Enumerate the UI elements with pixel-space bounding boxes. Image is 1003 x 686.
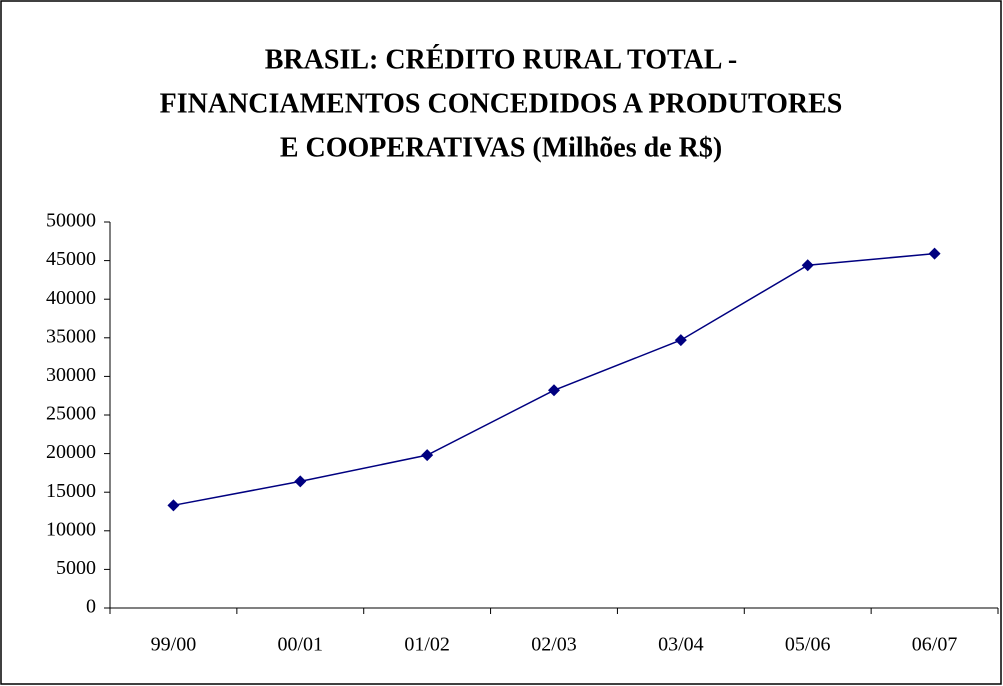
marker (801, 259, 814, 272)
x-tick-label: 00/01 (278, 634, 324, 656)
y-tick-label: 30000 (46, 364, 96, 386)
marker (674, 334, 687, 347)
marker (167, 499, 180, 512)
x-tick-label: 02/03 (531, 634, 577, 656)
chart-title: E COOPERATIVAS (Milhões de R$) (280, 132, 722, 163)
y-tick-label: 0 (86, 596, 96, 618)
marker (294, 475, 307, 488)
marker (928, 247, 941, 260)
chart-title: BRASIL: CRÉDITO RURAL TOTAL - (265, 44, 738, 75)
y-tick-label: 45000 (46, 248, 96, 270)
x-tick-label: 99/00 (151, 634, 197, 656)
x-tick-label: 06/07 (912, 634, 958, 656)
y-tick-label: 5000 (56, 557, 96, 579)
x-tick-label: 05/06 (785, 634, 831, 656)
x-tick-label: 03/04 (658, 634, 704, 656)
marker (548, 384, 560, 397)
y-tick-label: 35000 (46, 325, 96, 347)
y-tick-label: 20000 (46, 441, 96, 463)
y-tick-label: 50000 (46, 210, 96, 232)
y-tick-label: 25000 (46, 403, 96, 425)
marker (421, 449, 434, 462)
y-tick-label: 15000 (46, 480, 96, 502)
x-tick-label: 01/02 (404, 634, 450, 656)
y-tick-label: 40000 (46, 287, 96, 309)
chart-title: FINANCIAMENTOS CONCEDIDOS A PRODUTORES (160, 88, 843, 119)
y-tick-label: 10000 (46, 518, 96, 540)
